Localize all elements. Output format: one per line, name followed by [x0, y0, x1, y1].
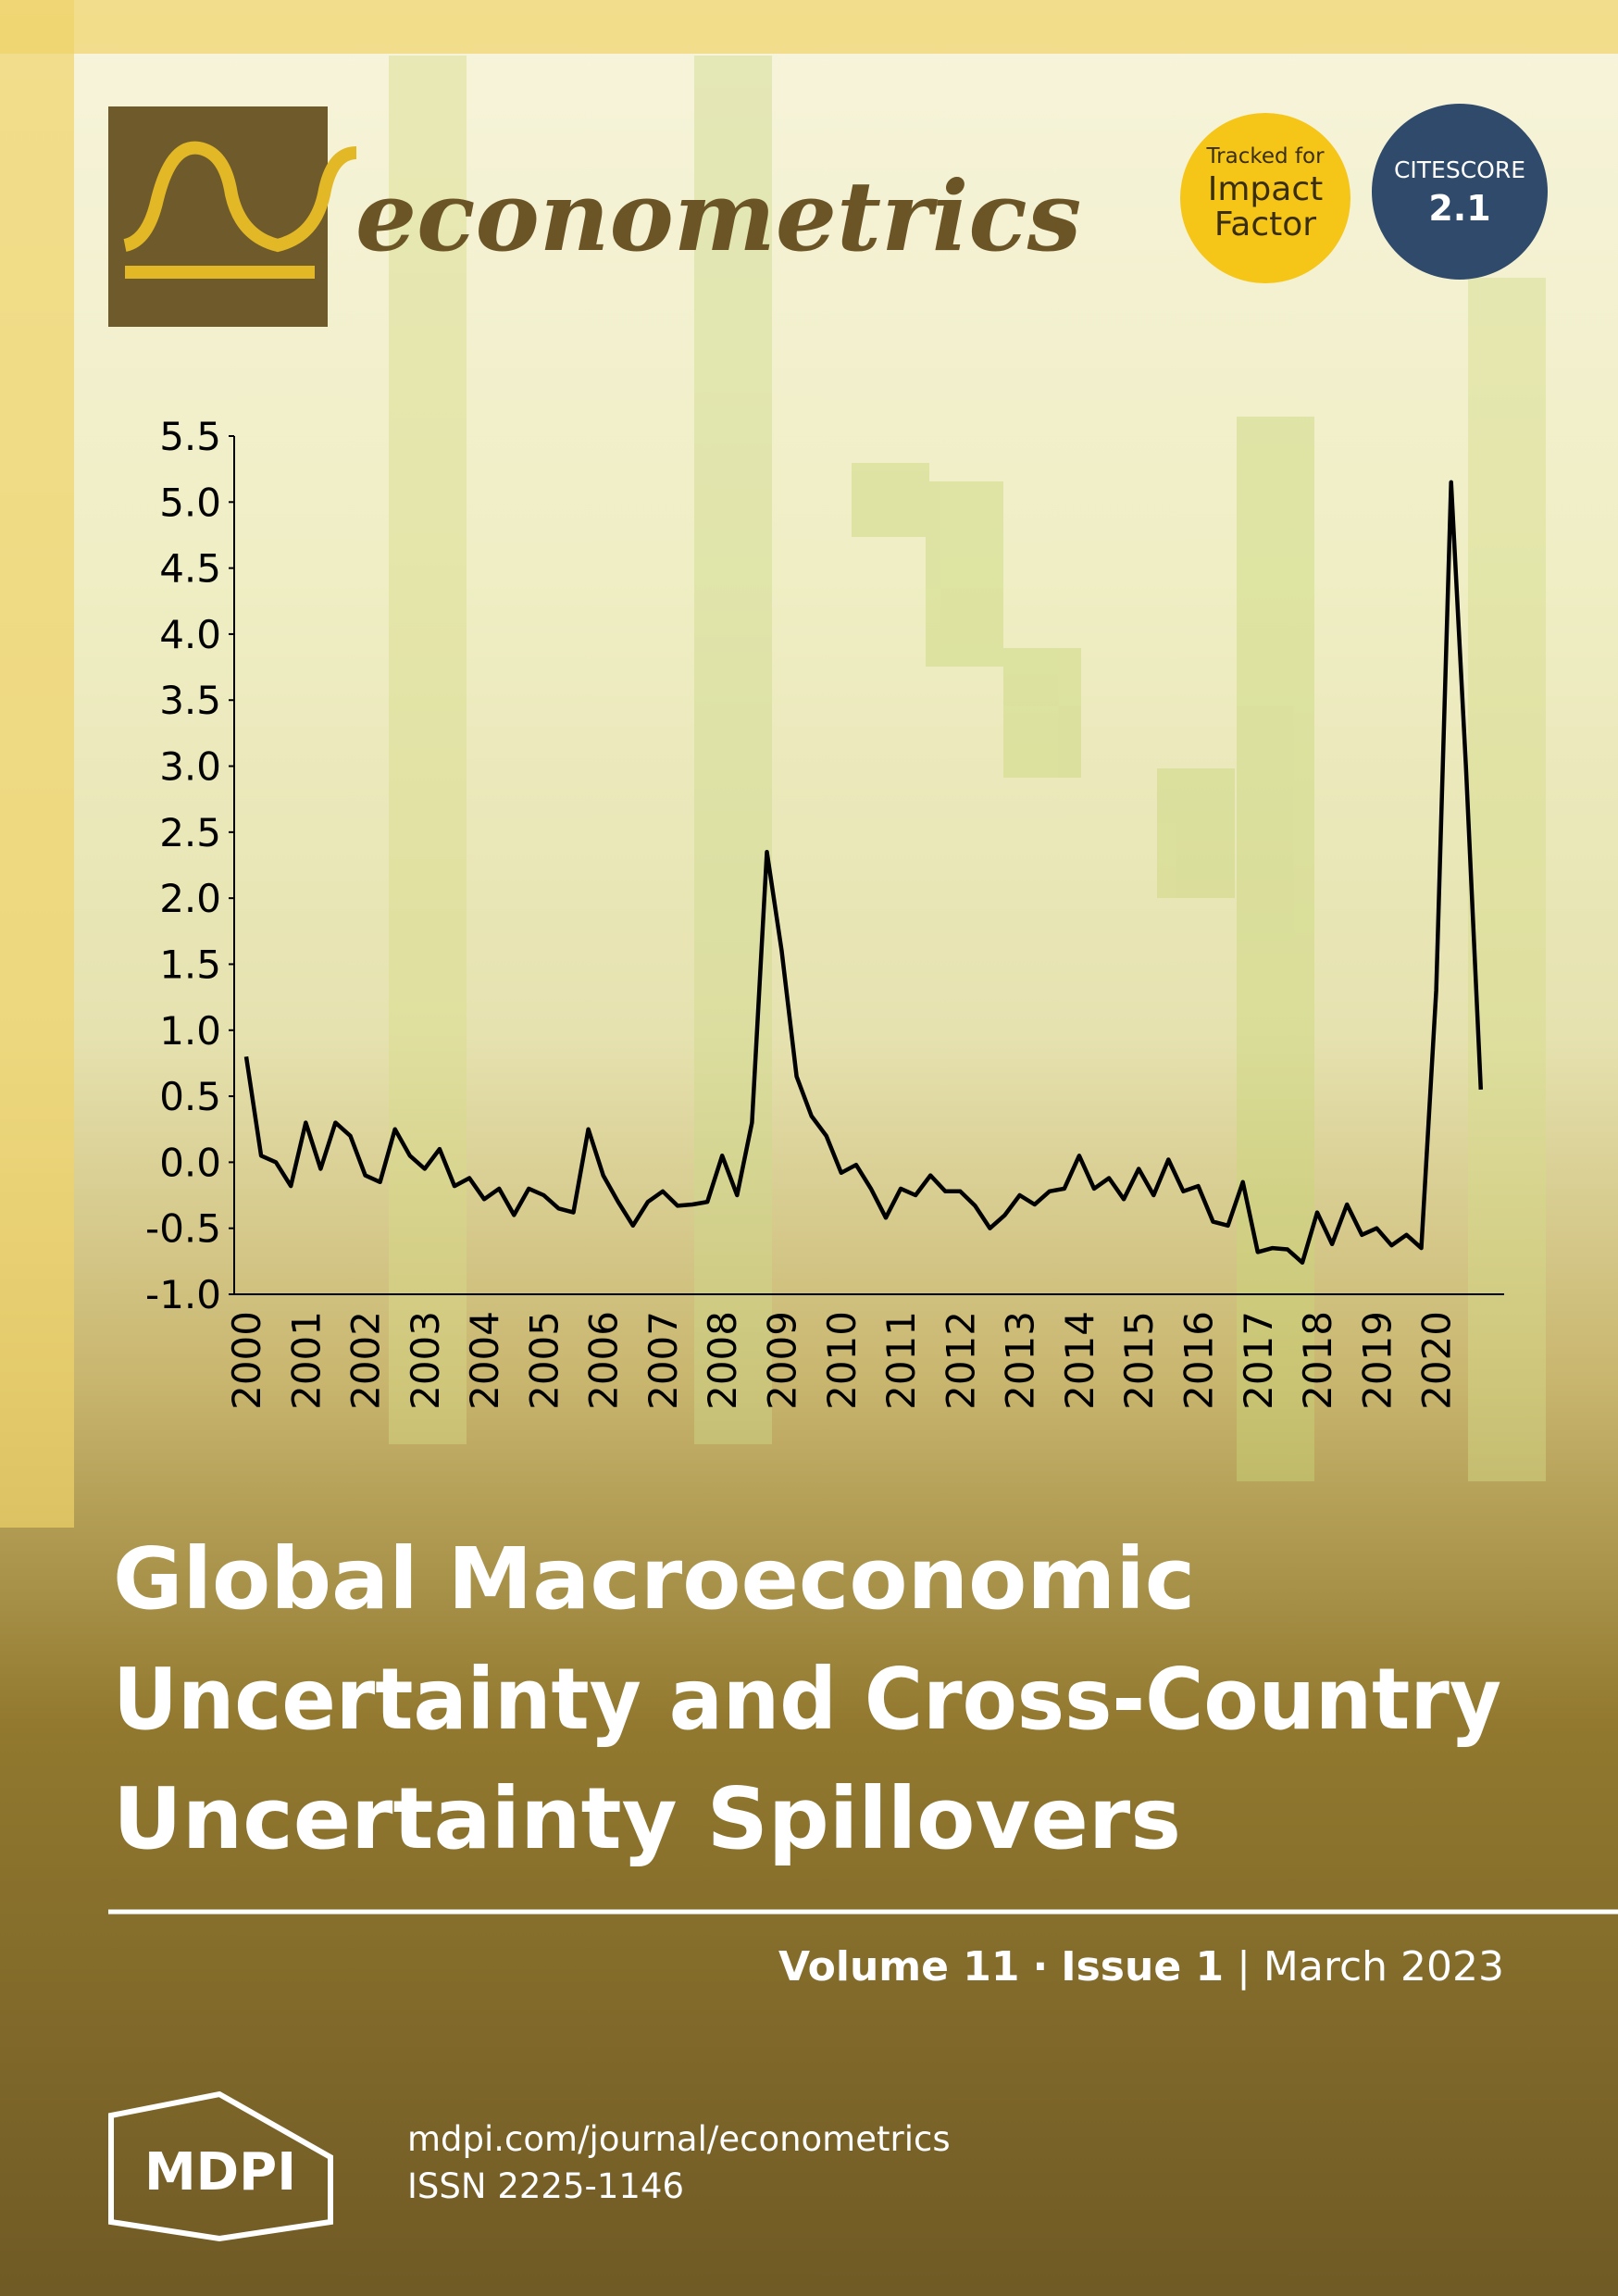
- flag-strip: [0, 0, 1618, 54]
- x-tick-label: 2012: [938, 1311, 983, 1410]
- x-tick-label: 2006: [581, 1311, 627, 1410]
- x-tick-label: 2001: [283, 1311, 329, 1410]
- x-tick-label: 2002: [343, 1311, 389, 1410]
- separator: ·: [1033, 1943, 1049, 1990]
- y-tick-label: 4.5: [159, 546, 221, 592]
- badge: [1180, 113, 1350, 283]
- x-tick-label: 2015: [1116, 1311, 1162, 1410]
- chart: -1.0 -0.5 0.0 0.5 1.0 1.5 2.0 2.5 3.0 3.5 4.0 4.5 5.…: [145, 414, 1504, 1410]
- badge-text: Tracked for: [1205, 144, 1325, 168]
- journal-name: econometrics: [355, 159, 1081, 273]
- date: March 2023: [1263, 1943, 1504, 1990]
- article-title: Global Macroeconomic: [113, 1529, 1195, 1628]
- y-tick-label: 1.5: [159, 942, 221, 987]
- y-tick-label: -1.0: [145, 1272, 221, 1317]
- publisher-logo: [108, 2090, 333, 2242]
- x-tick-label: 2007: [641, 1311, 686, 1410]
- publisher: MDPI: [144, 2142, 296, 2202]
- flag-strip: [0, 0, 74, 1528]
- x-tick-label: 2003: [403, 1311, 448, 1410]
- logo-bar: [125, 266, 315, 279]
- badge-text: 2.1: [1428, 188, 1490, 229]
- y-tick-label: 5.0: [159, 480, 221, 525]
- x-tick-label: 2009: [760, 1311, 805, 1410]
- x-tick-label: 2019: [1354, 1311, 1400, 1410]
- x-tick-label: 2008: [700, 1311, 745, 1410]
- issue-line: Volume 11 · Issue 1 | March 2023: [778, 1943, 1504, 1990]
- issn: ISSN 2225-1146: [407, 2166, 684, 2206]
- badge-text: CITESCORE: [1394, 156, 1525, 183]
- volume: Volume 11: [778, 1943, 1020, 1990]
- mosaic: [389, 56, 1546, 1481]
- article-title: Uncertainty and Cross-Country: [113, 1650, 1501, 1749]
- badge-text: Factor: [1214, 206, 1316, 243]
- logo-box: [108, 106, 328, 327]
- x-tick-label: 2004: [462, 1311, 507, 1410]
- x-tick-label: 2000: [224, 1311, 269, 1410]
- x-tick-label: 2011: [878, 1311, 924, 1410]
- y-tick-label: 4.0: [159, 612, 221, 657]
- x-tick-label: 2017: [1236, 1311, 1281, 1410]
- logo-mark: [123, 141, 357, 253]
- x-tick-label: 2010: [819, 1311, 865, 1410]
- line-series: [243, 480, 1484, 1266]
- y-tick-label: 0.5: [159, 1074, 221, 1119]
- y-tick-label: 2.5: [159, 810, 221, 855]
- x-tick-label: 2018: [1295, 1311, 1340, 1410]
- x-tick-label: 2013: [998, 1311, 1043, 1410]
- y-tick-label: 1.0: [159, 1008, 221, 1054]
- url: mdpi.com/journal/econometrics: [407, 2119, 951, 2159]
- badge: [1372, 104, 1548, 280]
- y-tick-label: -0.5: [145, 1206, 221, 1252]
- x-tick-label: 2014: [1057, 1311, 1102, 1410]
- article-title: Uncertainty Spillovers: [113, 1769, 1181, 1868]
- issue: Issue 1: [1061, 1943, 1224, 1990]
- badge-text: Impact: [1208, 170, 1324, 208]
- y-tick-label: 2.0: [159, 876, 221, 921]
- x-tick-label: 2016: [1176, 1311, 1221, 1410]
- x-tick-label: 2020: [1414, 1311, 1460, 1410]
- x-tick-label: 2005: [521, 1311, 566, 1410]
- y-tick-label: 3.0: [159, 744, 221, 790]
- y-tick-label: 3.5: [159, 678, 221, 723]
- y-tick-label: 5.5: [159, 414, 221, 459]
- y-tick-label: 0.0: [159, 1140, 221, 1185]
